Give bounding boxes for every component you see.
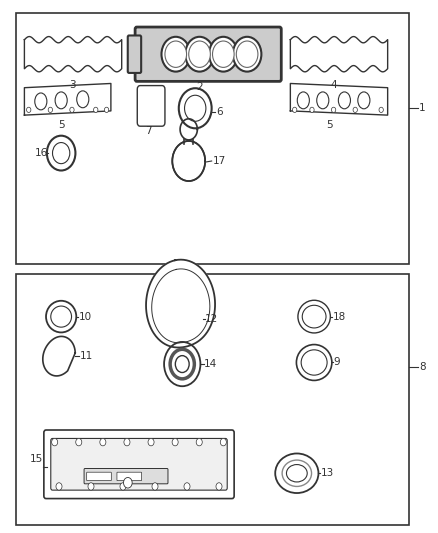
- FancyBboxPatch shape: [87, 472, 111, 481]
- Text: 5: 5: [58, 120, 64, 131]
- Text: 1: 1: [419, 103, 426, 114]
- Circle shape: [124, 439, 130, 446]
- Circle shape: [196, 439, 202, 446]
- Circle shape: [88, 483, 94, 490]
- Circle shape: [209, 37, 237, 71]
- Polygon shape: [25, 84, 111, 115]
- Circle shape: [164, 342, 201, 386]
- FancyBboxPatch shape: [44, 430, 234, 498]
- Text: 7: 7: [145, 126, 152, 136]
- Polygon shape: [25, 37, 122, 72]
- Text: 2: 2: [196, 83, 203, 92]
- Ellipse shape: [317, 92, 329, 109]
- Polygon shape: [290, 84, 388, 115]
- Circle shape: [216, 483, 222, 490]
- Circle shape: [52, 439, 58, 446]
- Text: 5: 5: [326, 120, 332, 131]
- Text: 13: 13: [321, 469, 334, 478]
- Bar: [16, 13, 409, 264]
- Circle shape: [124, 478, 132, 488]
- Text: 8: 8: [419, 362, 426, 372]
- FancyBboxPatch shape: [128, 36, 141, 73]
- Text: 16: 16: [35, 148, 48, 158]
- Circle shape: [184, 95, 206, 122]
- Circle shape: [170, 349, 194, 379]
- Ellipse shape: [358, 92, 370, 109]
- Circle shape: [76, 439, 82, 446]
- Circle shape: [189, 41, 210, 67]
- Circle shape: [220, 439, 226, 446]
- Ellipse shape: [302, 305, 326, 328]
- Ellipse shape: [77, 91, 89, 108]
- Circle shape: [212, 41, 234, 67]
- Circle shape: [94, 107, 98, 112]
- Ellipse shape: [338, 92, 350, 109]
- Ellipse shape: [55, 92, 67, 109]
- Ellipse shape: [51, 306, 71, 327]
- Circle shape: [165, 41, 187, 67]
- Circle shape: [27, 107, 31, 112]
- Circle shape: [56, 483, 62, 490]
- Circle shape: [172, 439, 178, 446]
- Circle shape: [152, 483, 158, 490]
- Circle shape: [53, 142, 70, 164]
- Circle shape: [179, 88, 212, 128]
- Circle shape: [48, 107, 53, 112]
- Circle shape: [185, 37, 214, 71]
- Ellipse shape: [297, 92, 309, 109]
- Text: 4: 4: [330, 80, 337, 90]
- Ellipse shape: [286, 465, 307, 482]
- Circle shape: [332, 107, 336, 112]
- Circle shape: [120, 483, 126, 490]
- Circle shape: [70, 107, 74, 112]
- Circle shape: [148, 439, 154, 446]
- Text: 18: 18: [333, 312, 346, 321]
- Circle shape: [310, 107, 314, 112]
- Ellipse shape: [35, 93, 47, 110]
- Circle shape: [47, 136, 75, 171]
- Circle shape: [184, 483, 190, 490]
- Text: 11: 11: [80, 351, 93, 361]
- FancyBboxPatch shape: [117, 472, 141, 481]
- Circle shape: [172, 141, 205, 181]
- Ellipse shape: [282, 460, 311, 487]
- Ellipse shape: [46, 301, 76, 333]
- Circle shape: [353, 107, 357, 112]
- Polygon shape: [146, 260, 215, 348]
- FancyBboxPatch shape: [135, 27, 281, 82]
- Circle shape: [233, 37, 261, 71]
- Text: 17: 17: [212, 156, 226, 166]
- Text: 10: 10: [78, 312, 92, 321]
- FancyBboxPatch shape: [51, 439, 227, 490]
- Text: 3: 3: [69, 80, 75, 90]
- Ellipse shape: [275, 454, 318, 493]
- Ellipse shape: [297, 344, 332, 381]
- Circle shape: [293, 107, 297, 112]
- Circle shape: [175, 356, 189, 373]
- Circle shape: [100, 439, 106, 446]
- Text: 6: 6: [216, 107, 223, 117]
- Ellipse shape: [298, 300, 330, 333]
- Circle shape: [104, 107, 109, 112]
- Circle shape: [162, 37, 190, 71]
- Bar: [16, 274, 409, 525]
- Polygon shape: [43, 336, 75, 376]
- Text: 14: 14: [204, 359, 218, 369]
- Text: 12: 12: [205, 314, 219, 324]
- Circle shape: [236, 41, 258, 67]
- Ellipse shape: [301, 350, 327, 375]
- Polygon shape: [290, 37, 388, 72]
- Text: 9: 9: [334, 358, 340, 367]
- Circle shape: [379, 107, 383, 112]
- FancyBboxPatch shape: [84, 469, 168, 484]
- Text: 15: 15: [29, 454, 42, 464]
- FancyBboxPatch shape: [137, 86, 165, 126]
